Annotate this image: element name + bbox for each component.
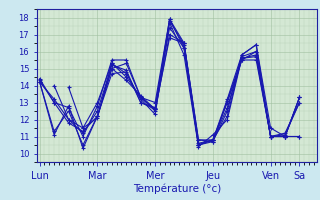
X-axis label: Température (°c): Température (°c) <box>133 184 221 194</box>
